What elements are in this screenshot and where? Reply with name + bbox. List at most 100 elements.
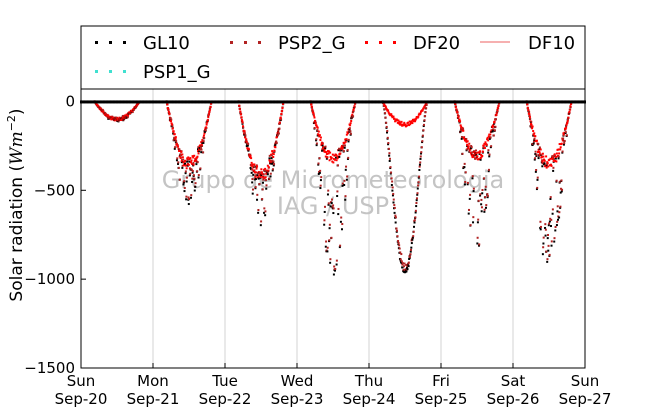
point-df20 (312, 114, 315, 117)
point-df20 (547, 165, 550, 168)
point-df20 (199, 144, 202, 147)
point-psp2-g (174, 146, 177, 149)
point-gl10 (544, 226, 547, 229)
point-gl10-night (224, 100, 226, 104)
point-df20 (320, 144, 323, 147)
point-psp2-g (417, 184, 420, 187)
point-gl10-night (496, 100, 499, 104)
point-psp2-g (179, 153, 182, 156)
point-gl10-night (140, 100, 143, 104)
point-df20 (344, 140, 347, 143)
point-gl10-night (491, 100, 494, 104)
point-psp2-g (529, 125, 532, 128)
point-df20 (209, 102, 212, 105)
point-df20 (330, 156, 333, 159)
point-psp2-g (255, 174, 258, 177)
point-gl10-night (247, 100, 250, 104)
legend-marker-psp1-g (95, 70, 98, 73)
point-psp2-g (388, 157, 391, 160)
point-df20 (492, 124, 495, 127)
point-gl10 (555, 224, 558, 227)
point-gl10-night (437, 100, 440, 104)
point-psp2-g (464, 181, 467, 184)
point-gl10 (542, 242, 545, 245)
point-df20 (311, 108, 314, 111)
point-df20 (280, 110, 283, 113)
point-gl10-night (510, 100, 513, 104)
point-gl10-night (199, 100, 202, 104)
point-psp2-g (561, 188, 564, 191)
point-gl10-night (209, 100, 212, 104)
point-psp2-g (537, 142, 540, 145)
point-df20 (486, 136, 489, 139)
point-psp2-g (559, 205, 562, 208)
point-df20 (497, 104, 500, 107)
point-gl10-night (382, 100, 385, 104)
point-psp2-g (263, 207, 266, 210)
point-psp2-g (260, 220, 263, 223)
point-gl10-night (177, 100, 180, 104)
point-df20 (193, 159, 196, 162)
point-gl10-night (391, 100, 394, 104)
point-psp2-g (560, 179, 563, 182)
point-psp2-g (390, 177, 393, 180)
point-gl10 (552, 169, 555, 172)
point-psp2-g (471, 151, 474, 154)
point-psp2-g (494, 125, 497, 128)
point-df20 (539, 153, 542, 156)
point-gl10 (392, 201, 395, 204)
point-gl10 (348, 128, 351, 131)
point-df20 (397, 119, 400, 122)
point-df20 (167, 110, 170, 113)
point-gl10-night (524, 100, 527, 104)
point-df20 (340, 146, 343, 149)
point-gl10 (486, 196, 489, 199)
point-df20 (566, 122, 569, 125)
point-psp2-g (249, 153, 252, 156)
point-df20 (325, 153, 328, 156)
point-gl10-night (576, 100, 579, 104)
point-df20 (469, 151, 472, 154)
point-gl10-night (444, 100, 447, 104)
point-gl10 (256, 174, 259, 177)
point-df20 (245, 140, 248, 143)
point-gl10-night (182, 100, 185, 104)
point-df20 (188, 158, 191, 161)
point-psp2-g (280, 118, 283, 121)
point-psp2-g (315, 138, 318, 141)
point-psp2-g (420, 151, 423, 154)
point-psp2-g (480, 198, 483, 201)
point-gl10-night (152, 100, 154, 104)
point-df20 (532, 130, 535, 133)
point-gl10 (175, 159, 178, 162)
point-df20 (425, 102, 428, 105)
point-gl10 (401, 266, 404, 269)
point-gl10 (539, 228, 542, 231)
point-gl10-night (424, 100, 427, 104)
point-df20 (390, 114, 393, 117)
point-df20 (396, 121, 399, 124)
point-df20 (383, 103, 386, 106)
point-gl10-night (488, 100, 491, 104)
point-gl10-night (97, 100, 100, 104)
point-gl10-night (399, 100, 402, 104)
point-df20 (528, 113, 531, 116)
point-gl10 (418, 169, 421, 172)
point-psp2-g (323, 205, 326, 208)
point-gl10 (252, 173, 255, 176)
point-gl10 (472, 221, 475, 224)
point-psp2-g (202, 151, 205, 154)
point-gl10 (554, 229, 557, 232)
point-df20 (127, 114, 130, 117)
point-df20 (190, 159, 193, 162)
point-gl10 (247, 149, 250, 152)
point-gl10-night (120, 100, 123, 104)
point-gl10-night (336, 100, 339, 104)
point-psp2-g (352, 115, 355, 118)
point-df20 (208, 108, 211, 111)
point-gl10-night (251, 100, 254, 104)
point-gl10 (254, 177, 257, 180)
point-df20 (247, 148, 250, 151)
point-psp2-g (253, 165, 256, 168)
point-gl10 (480, 210, 483, 213)
